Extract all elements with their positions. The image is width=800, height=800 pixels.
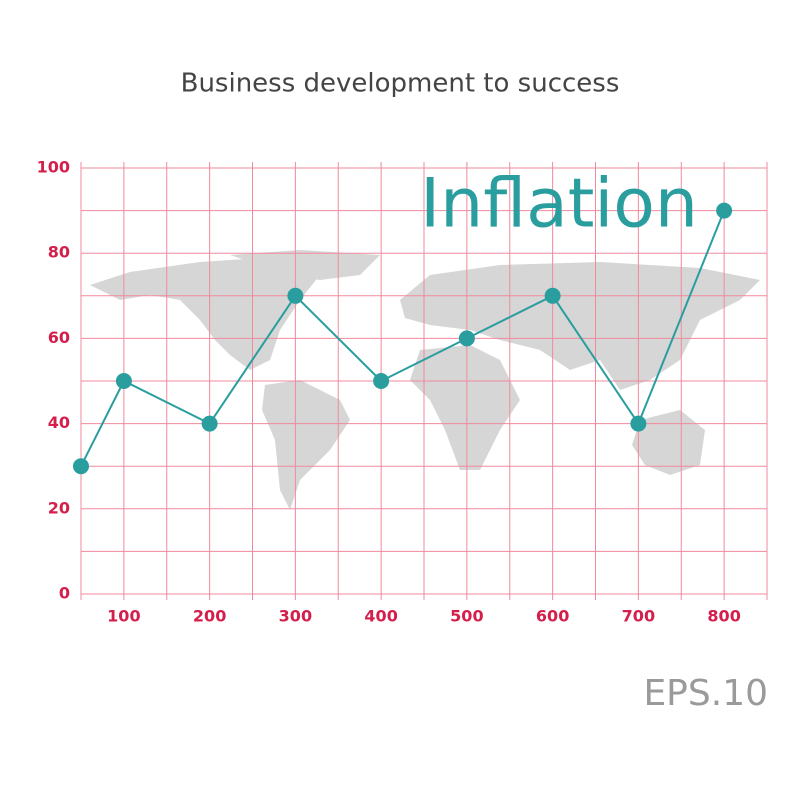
x-tick-label: 300: [279, 607, 312, 626]
point: [201, 415, 218, 432]
y-tick-label: 100: [37, 158, 70, 177]
grid: [80, 162, 768, 600]
x-tick-label: 200: [193, 607, 226, 626]
point: [287, 287, 304, 304]
y-tick-label: 20: [48, 498, 70, 517]
y-tick-label: 0: [59, 584, 70, 603]
point: [458, 330, 475, 347]
x-tick-label: 800: [707, 607, 740, 626]
point: [373, 373, 390, 389]
point: [73, 458, 89, 475]
annotation: Inflation: [420, 165, 698, 244]
x-tick-label: 400: [364, 607, 397, 626]
y-tick-label: 80: [48, 243, 70, 262]
x-tick-label: 600: [536, 607, 569, 626]
x-tick-label: 700: [622, 607, 655, 626]
x-tick-label: 500: [450, 607, 483, 626]
chart-title: Business development to success: [181, 69, 620, 99]
y-tick-label: 60: [48, 328, 70, 347]
x-tick-label: 100: [107, 607, 140, 626]
footer: EPS.10: [643, 673, 768, 714]
y-tick-label: 40: [48, 413, 70, 432]
world-map: [90, 250, 760, 510]
point: [630, 415, 647, 432]
point: [544, 287, 561, 304]
point: [716, 202, 733, 219]
plot-area: [73, 202, 733, 475]
point: [115, 373, 132, 389]
